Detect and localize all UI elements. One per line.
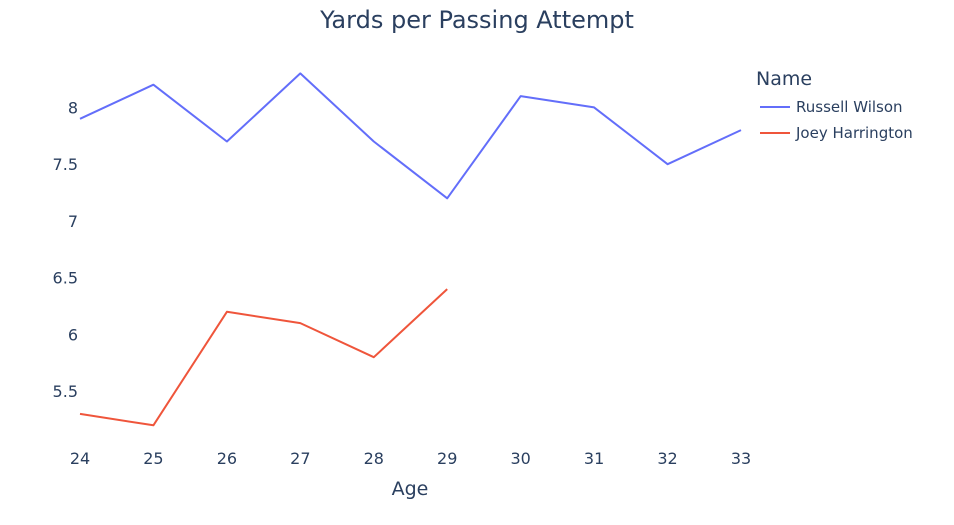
legend-label: Joey Harrington: [796, 124, 913, 142]
data-point[interactable]: [444, 195, 450, 201]
x-tick-label: 24: [70, 449, 90, 468]
data-point[interactable]: [518, 93, 524, 99]
data-point[interactable]: [738, 127, 744, 133]
x-axis-title: Age: [391, 478, 429, 500]
x-tick-label: 29: [437, 449, 457, 468]
legend-item-joey-harrington[interactable]: Joey Harrington: [760, 120, 913, 146]
y-tick-label: 7.5: [53, 155, 78, 174]
x-tick-label: 32: [657, 449, 677, 468]
data-point[interactable]: [150, 422, 156, 428]
data-point[interactable]: [297, 70, 303, 76]
data-point[interactable]: [77, 116, 83, 122]
data-point[interactable]: [224, 138, 230, 144]
legend-label: Russell Wilson: [796, 98, 903, 116]
data-point[interactable]: [665, 161, 671, 167]
y-tick-label: 6: [68, 325, 78, 344]
x-tick-label: 30: [510, 449, 530, 468]
x-tick-label: 25: [143, 449, 163, 468]
legend-title: Name: [756, 68, 813, 90]
chart-title: Yards per Passing Attempt: [320, 6, 634, 34]
legend-swatch: [760, 132, 790, 134]
x-tick-label: 26: [217, 449, 237, 468]
series-line-joey-harrington[interactable]: [79, 288, 448, 427]
legend-item-russell-wilson[interactable]: Russell Wilson: [760, 94, 913, 120]
legend: Name Russell Wilson Joey Harrington: [756, 68, 913, 146]
legend-swatch: [760, 106, 790, 108]
x-tick-label: 33: [731, 449, 751, 468]
data-point[interactable]: [371, 138, 377, 144]
data-point[interactable]: [444, 286, 450, 292]
data-point[interactable]: [77, 411, 83, 417]
y-tick-label: 8: [68, 98, 78, 117]
y-tick-label: 5.5: [53, 382, 78, 401]
data-point[interactable]: [150, 82, 156, 88]
data-point[interactable]: [371, 354, 377, 360]
x-tick-label: 27: [290, 449, 310, 468]
x-tick-label: 28: [364, 449, 384, 468]
data-point[interactable]: [224, 309, 230, 315]
x-tick-label: 31: [584, 449, 604, 468]
y-tick-label: 7: [68, 212, 78, 231]
data-point[interactable]: [591, 104, 597, 110]
data-point[interactable]: [297, 320, 303, 326]
series-line-russell-wilson[interactable]: [79, 72, 742, 200]
y-tick-label: 6.5: [53, 269, 78, 288]
